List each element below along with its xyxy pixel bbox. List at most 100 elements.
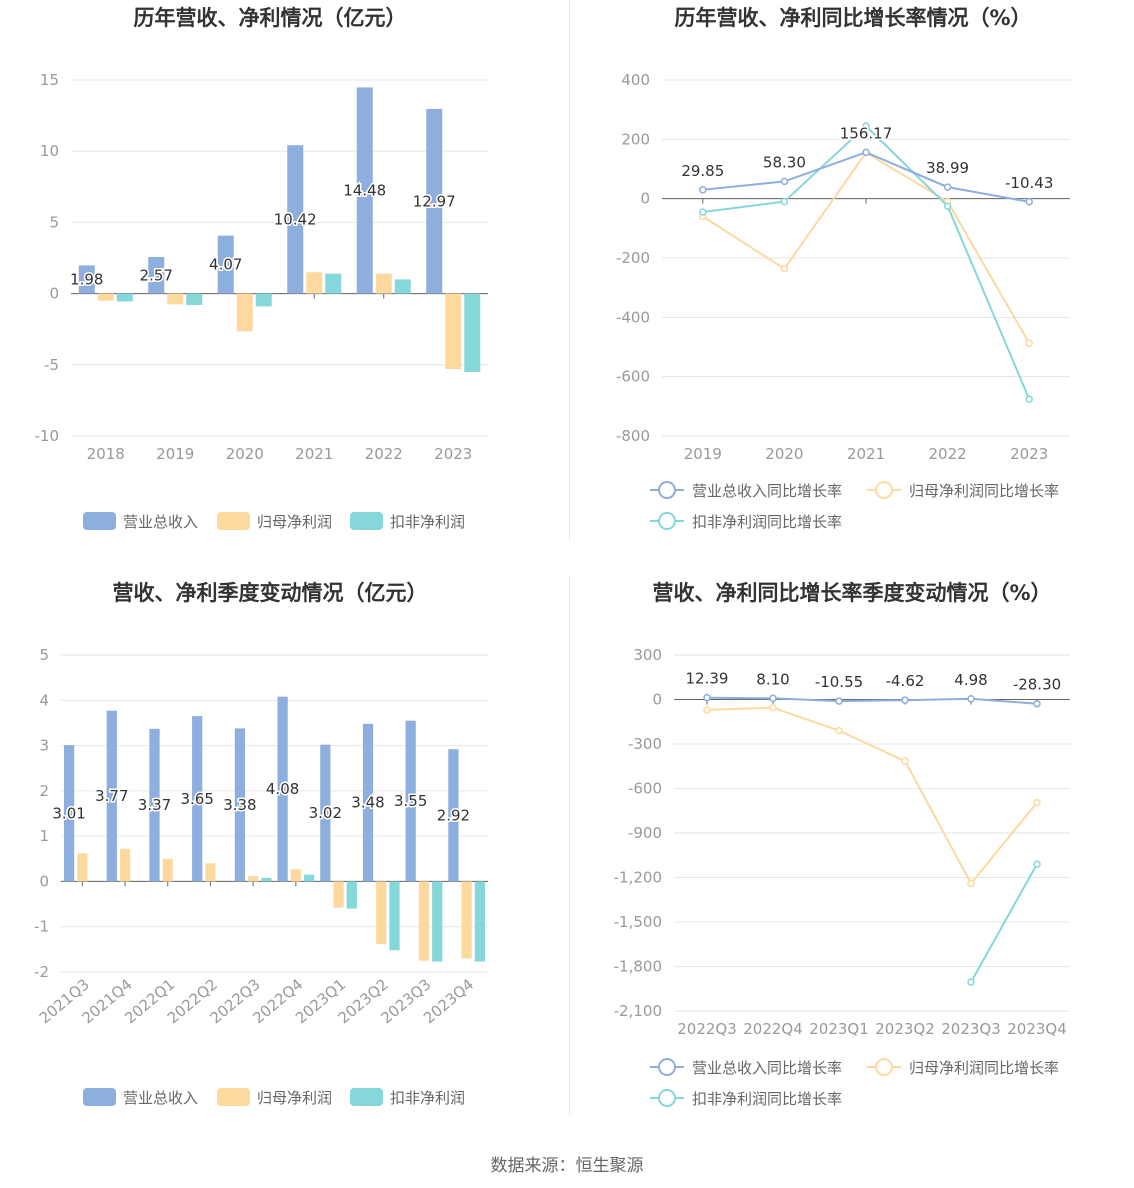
data-point-扣非净利润同比增长率 <box>1033 860 1041 868</box>
bar-营业总收入 <box>426 108 443 294</box>
data-source-label: 数据来源：恒生聚源 <box>490 1156 644 1176</box>
y-tick-label: -2 <box>34 963 49 981</box>
y-tick-label: -1,500 <box>614 913 662 931</box>
bar-扣非净利润 <box>255 293 272 307</box>
data-point-归母净利润同比增长率 <box>901 757 909 765</box>
legend-label: 归母净利润 <box>257 1089 332 1107</box>
y-tick-label: -10 <box>35 427 60 445</box>
x-tick-label: 2022Q4 <box>743 1020 803 1038</box>
data-label: 3.55 <box>394 792 427 810</box>
bar-扣非净利润 <box>464 293 481 372</box>
data-label: 3.02 <box>309 804 342 822</box>
bar-营业总收入 <box>63 745 75 882</box>
x-tick-label: 2022Q3 <box>677 1020 737 1038</box>
annual-revenue-profit-chart: 历年营收、净利情况（亿元） 15 10 5 0 -5 -10 2018 2019 2020 2021… <box>35 6 488 531</box>
chart-title: 营收、净利同比增长率季度变动情况（%） <box>652 581 1051 605</box>
y-tick-label: 15 <box>40 71 59 89</box>
legend-swatch <box>83 1088 116 1106</box>
series-line-营业总收入同比增长率 <box>702 151 1030 203</box>
bar-扣非净利润 <box>261 877 272 882</box>
bar-扣非净利润 <box>432 881 443 962</box>
data-point-扣非净利润同比增长率 <box>967 978 975 986</box>
y-tick-label: -300 <box>628 735 662 753</box>
chart-title: 营收、净利季度变动情况（亿元） <box>113 581 428 605</box>
data-label: 10.42 <box>274 210 317 228</box>
data-point-归母净利润同比增长率 <box>1033 798 1041 807</box>
bar-归母净利润 <box>376 881 387 944</box>
legend-swatch <box>350 1088 383 1106</box>
series-line-扣非净利润同比增长率 <box>702 124 1031 400</box>
data-point-扣非净利润同比增长率 <box>1025 395 1033 403</box>
data-point-归母净利润同比增长率 <box>780 264 789 273</box>
bar-营业总收入 <box>320 744 331 882</box>
bar-营业总收入 <box>234 728 246 882</box>
bar-扣非净利润 <box>474 881 486 962</box>
data-label: 2.92 <box>437 806 470 824</box>
legend-marker <box>658 1089 676 1107</box>
data-label: 3.65 <box>180 790 213 808</box>
y-tick-label: -2,100 <box>614 1002 662 1020</box>
bar-营业总收入 <box>148 257 165 294</box>
legend-swatch <box>350 512 383 530</box>
data-point-扣非净利润同比增长率 <box>943 202 952 210</box>
legend-label: 扣非净利润同比增长率 <box>692 1090 842 1108</box>
legend-label: 扣非净利润 <box>390 1089 465 1107</box>
bar-营业总收入 <box>362 723 374 882</box>
series-line-归母净利润同比增长率 <box>706 706 1038 886</box>
y-tick-label: 0 <box>640 190 650 208</box>
legend-marker <box>658 481 676 499</box>
bar-营业总收入 <box>277 696 288 882</box>
series-line-扣非净利润同比增长率 <box>970 863 1038 983</box>
bar-营业总收入 <box>192 716 203 882</box>
bar-归母净利润 <box>236 293 253 332</box>
data-point-归母净利润同比增长率 <box>967 879 975 888</box>
y-tick-label: 300 <box>633 646 662 664</box>
bar-归母净利润 <box>445 293 462 370</box>
bar-归母净利润 <box>205 863 216 882</box>
legend-marker <box>875 481 893 499</box>
x-tick-label: 2020 <box>226 445 264 463</box>
data-label: 3.37 <box>138 796 171 814</box>
legend-label: 归母净利润同比增长率 <box>909 482 1059 500</box>
bar-扣非净利润 <box>303 874 315 882</box>
chart-title: 历年营收、净利同比增长率情况（%） <box>674 6 1031 30</box>
x-tick-label: 2022 <box>929 445 967 463</box>
bar-归母净利润 <box>418 881 430 961</box>
y-tick-label: 10 <box>40 142 59 160</box>
vertical-divider-top <box>569 0 570 540</box>
y-tick-label: -600 <box>628 780 662 798</box>
series-line-归母净利润同比增长率 <box>702 151 1031 344</box>
data-point-营业总收入同比增长率 <box>835 697 843 705</box>
y-tick-label: -600 <box>616 368 650 386</box>
bar-归母净利润 <box>248 875 259 882</box>
x-tick-label: 2022 <box>365 445 403 463</box>
bar-扣非净利润 <box>116 293 133 302</box>
legend-swatch <box>217 1088 250 1106</box>
data-label: 2.57 <box>140 266 173 284</box>
bar-归母净利润 <box>290 869 301 882</box>
x-tick-label: 2023Q3 <box>941 1020 1001 1038</box>
data-label: 12.97 <box>413 192 456 210</box>
y-tick-label: 1 <box>39 827 49 845</box>
bar-扣非净利润 <box>346 881 357 909</box>
data-point-归母净利润同比增长率 <box>1025 339 1033 347</box>
legend-marker <box>658 512 676 530</box>
y-tick-label: 2 <box>39 782 49 800</box>
data-point-营业总收入同比增长率 <box>1025 198 1033 206</box>
y-tick-label: 4 <box>39 691 49 709</box>
bar-归母净利润 <box>461 881 472 959</box>
y-tick-label: 5 <box>49 213 59 231</box>
x-tick-label: 2023Q1 <box>809 1020 869 1038</box>
y-tick-label: -400 <box>616 308 650 326</box>
y-tick-label: 0 <box>652 691 662 709</box>
x-tick-label: 2018 <box>87 445 125 463</box>
data-label: 3.38 <box>223 796 256 814</box>
data-point-营业总收入同比增长率 <box>901 696 909 704</box>
bar-营业总收入 <box>356 87 373 294</box>
bar-营业总收入 <box>405 720 416 882</box>
bar-归母净利润 <box>167 293 184 305</box>
data-point-归母净利润同比增长率 <box>769 703 777 712</box>
data-label: 58.30 <box>763 153 806 171</box>
data-label: 1.98 <box>70 271 103 289</box>
legend-swatch <box>217 512 250 530</box>
